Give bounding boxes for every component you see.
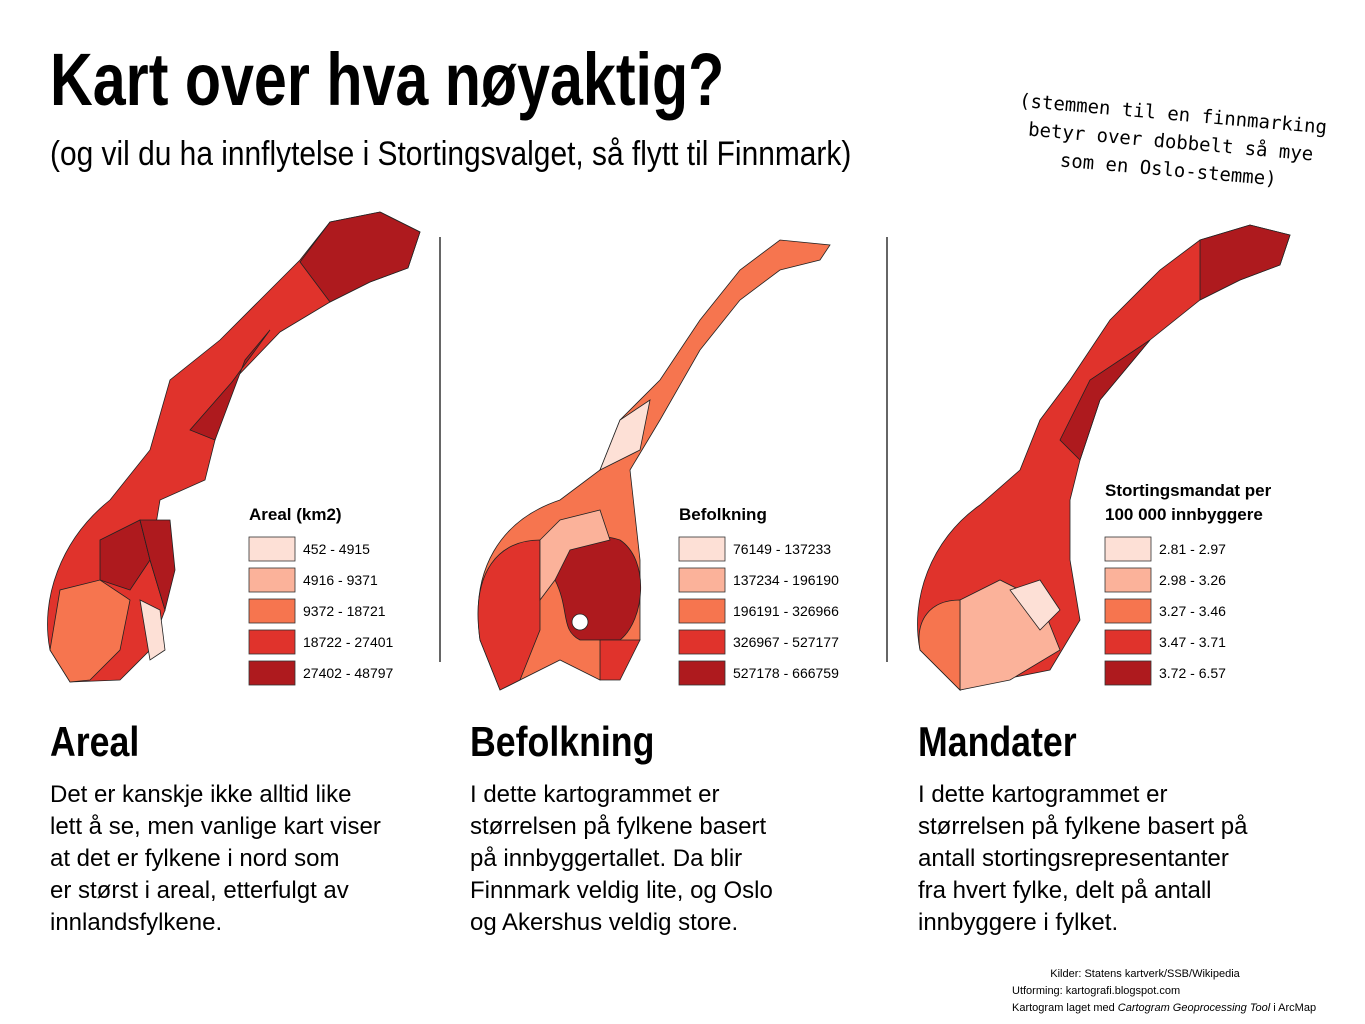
subtitle: (og vil du ha innflytelse i Stortingsval… [50, 134, 851, 172]
heading: Mandater [918, 719, 1077, 765]
body-line: størrelsen på fylkene basert på [918, 813, 1248, 840]
title: Kart over hva nøyaktig? [50, 39, 724, 122]
credit-part: i ArcMap [1270, 1002, 1316, 1014]
legend-label: 9372 - 18721 [303, 603, 386, 619]
legend-title: Stortingsmandat per [1105, 481, 1272, 500]
legend-swatch [678, 567, 726, 593]
legend-swatch [1104, 567, 1152, 593]
heading-group: Areal [50, 719, 139, 765]
legend-swatch [1104, 629, 1152, 655]
legend-swatch [248, 567, 296, 593]
legend-swatch [248, 629, 296, 655]
credit-part: Cartogram Geoprocessing Tool [1118, 1002, 1271, 1014]
legend-label: 4916 - 9371 [303, 572, 378, 588]
body-line: antall stortingsrepresentanter [918, 845, 1229, 872]
legend-label: 196191 - 326966 [733, 603, 839, 619]
credit: Kartogram laget med Cartogram Geoprocess… [1012, 1002, 1316, 1014]
credit-part: Kartogram laget med [1012, 1002, 1118, 1014]
legend-label: 3.27 - 3.46 [1159, 603, 1226, 619]
credit: Utforming: kartografi.blogspot.com [1012, 985, 1180, 997]
body-line: på innbyggertallet. Da blir [470, 845, 742, 872]
legend-label: 527178 - 666759 [733, 665, 839, 681]
body-line: innbyggere i fylket. [918, 909, 1118, 936]
heading: Areal [50, 719, 139, 765]
legend-label: 137234 - 196190 [733, 572, 839, 588]
legend-label: 76149 - 137233 [733, 541, 831, 557]
legend-label: 18722 - 27401 [303, 634, 394, 650]
body-line: lett å se, men vanlige kart viser [50, 813, 381, 840]
body-line: og Akershus veldig store. [470, 909, 738, 936]
legend-label: 3.47 - 3.71 [1159, 634, 1226, 650]
legend-swatch [248, 536, 296, 562]
legend-title: Befolkning [679, 505, 767, 524]
legend-label: 27402 - 48797 [303, 665, 394, 681]
legend-title: Areal (km2) [249, 505, 342, 524]
legend-swatch [1104, 660, 1152, 686]
body-line: innlandsfylkene. [50, 909, 222, 936]
credit: Kilder: Statens kartverk/SSB/Wikipedia [1050, 968, 1240, 980]
legend-swatch [1104, 598, 1152, 624]
heading: Befolkning [470, 719, 654, 765]
map [917, 224, 1291, 691]
legend-label: 2.98 - 3.26 [1159, 572, 1226, 588]
body-line: I dette kartogrammet er [918, 781, 1167, 808]
body-line: Finnmark veldig lite, og Oslo [470, 877, 773, 904]
legend-swatch [678, 629, 726, 655]
legend-label: 452 - 4915 [303, 541, 370, 557]
heading-group: Befolkning [470, 719, 654, 765]
heading-group: Mandater [918, 719, 1077, 765]
map [47, 211, 421, 683]
legend-swatch [1104, 536, 1152, 562]
legend-swatch [678, 536, 726, 562]
body-line: at det er fylkene i nord som [50, 845, 339, 872]
body-line: fra hvert fylke, delt på antall [918, 877, 1211, 904]
body-line: I dette kartogrammet er [470, 781, 719, 808]
legend-swatch [248, 598, 296, 624]
map [477, 239, 831, 691]
legend-swatch [248, 660, 296, 686]
legend-title: 100 000 innbyggere [1105, 505, 1263, 524]
body-line: er størst i areal, etterfulgt av [50, 877, 349, 904]
note: (stemmen til en finnmarking betyr over d… [1018, 90, 1328, 191]
legend-swatch [678, 660, 726, 686]
legend-label: 3.72 - 6.57 [1159, 665, 1226, 681]
legend-label: 326967 - 527177 [733, 634, 839, 650]
body-line: Det er kanskje ikke alltid like [50, 781, 351, 808]
legend-swatch [678, 598, 726, 624]
body-line: størrelsen på fylkene basert [470, 813, 766, 840]
legend-label: 2.81 - 2.97 [1159, 541, 1226, 557]
